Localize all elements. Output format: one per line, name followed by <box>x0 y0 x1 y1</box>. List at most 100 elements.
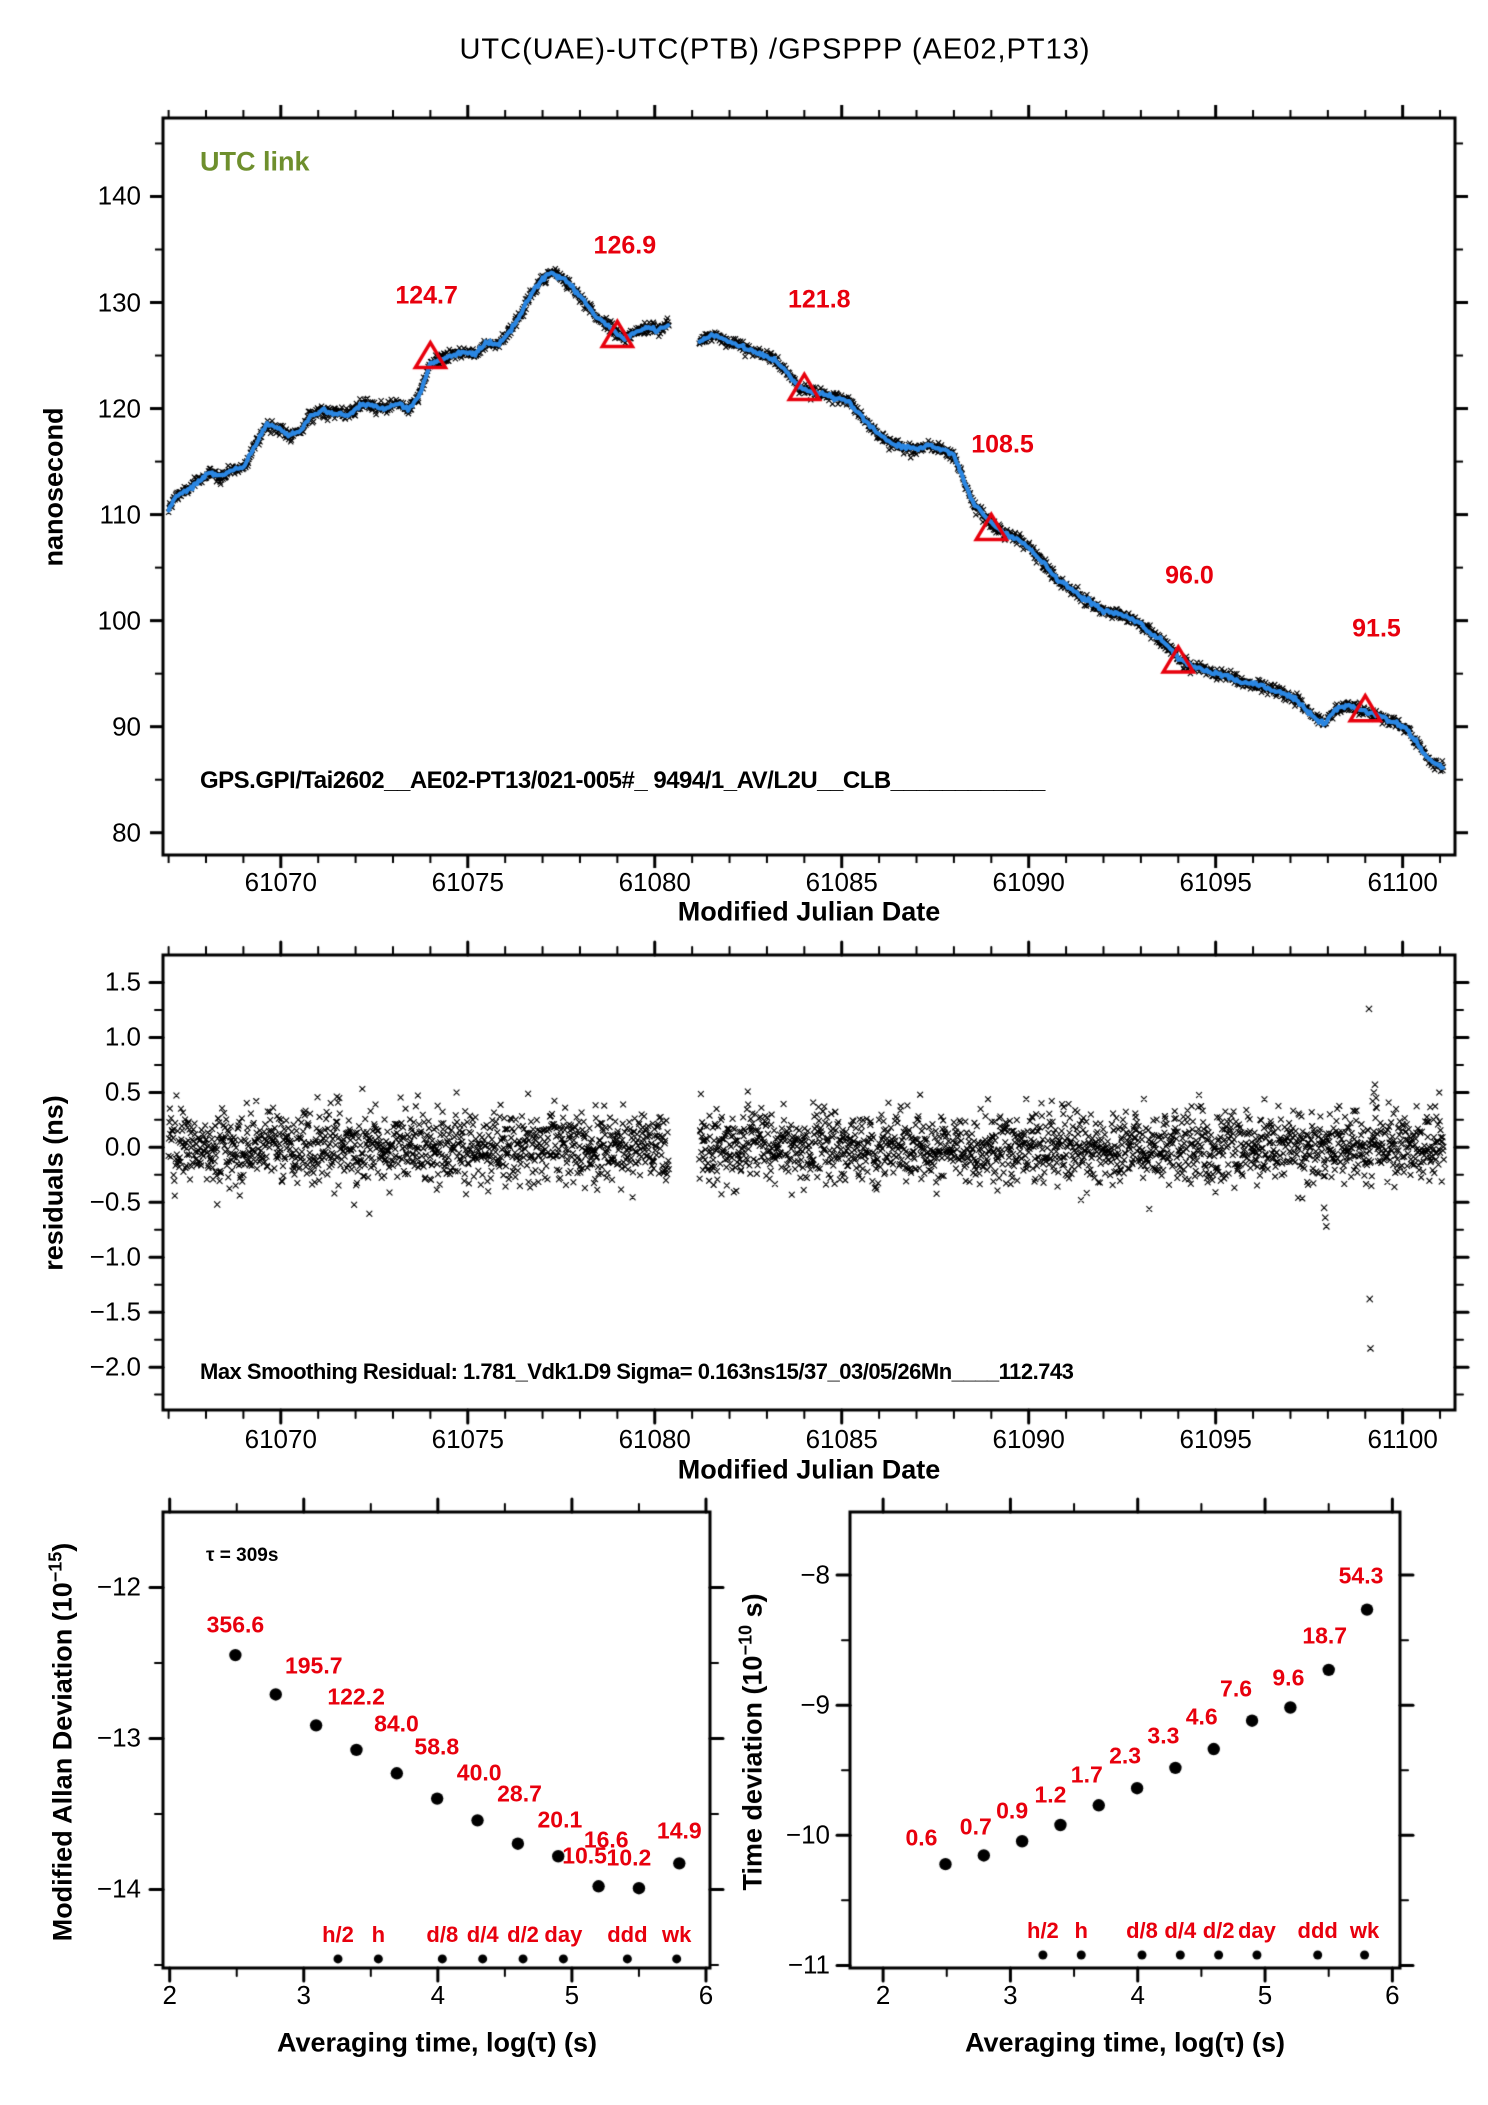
time-marker-label: wk <box>662 1921 692 1947</box>
tdev-point-value-label: 54.3 <box>1338 1562 1384 1589</box>
phase-x-tick-label: 61090 <box>992 867 1065 897</box>
tdev-y-tick-label: −10 <box>785 1819 830 1850</box>
phase-y-axis-label: nanosecond <box>38 407 69 567</box>
phase-x-tick-label: 61075 <box>431 867 504 897</box>
tdev-point-value-label: 2.3 <box>1109 1742 1142 1769</box>
residuals-x-tick-label: 61095 <box>1179 1424 1252 1454</box>
mdev-x-tick-label: 4 <box>430 1980 446 2010</box>
mdev-point-value-label: 28.7 <box>497 1780 542 1807</box>
phase-x-tick-label: 61080 <box>618 867 691 897</box>
residuals-x-tick-label: 61090 <box>992 1424 1065 1454</box>
mdev-y-tick-label: −12 <box>96 1571 141 1602</box>
phase-y-tick-label: 110 <box>99 499 141 530</box>
tdev-x-tick-label: 3 <box>1003 1980 1018 2010</box>
residuals-y-axis-label: residuals (ns) <box>38 1095 69 1271</box>
time-marker-label: h/2 <box>322 1921 354 1947</box>
mdev-point-value-label: 356.6 <box>206 1611 265 1638</box>
time-marker-label: ddd <box>1297 1917 1338 1943</box>
time-marker-label: d/4 <box>1164 1917 1197 1943</box>
phase-y-tick-label: 80 <box>112 817 141 848</box>
residuals-y-tick-label: 1.0 <box>104 1021 141 1052</box>
mdev-x-tick-label: 2 <box>162 1980 177 2010</box>
mdev-point-value-label: 84.0 <box>374 1710 419 1737</box>
mdev-point-value-label: 40.0 <box>456 1759 502 1786</box>
phase-y-tick-label: 90 <box>112 711 141 742</box>
mdev-y-tick-label: −14 <box>96 1873 141 1904</box>
phase-x-axis-label: Modified Julian Date <box>677 896 941 927</box>
residuals-y-tick-label: −0.5 <box>89 1186 141 1217</box>
mdev-x-tick-label: 6 <box>698 1980 714 2010</box>
mdev-x-tick-label: 5 <box>564 1980 580 2010</box>
tdev-point-value-label: 18.7 <box>1302 1622 1348 1649</box>
residuals-y-tick-label: 0.5 <box>104 1076 141 1107</box>
triangle-value-label: 108.5 <box>971 430 1034 459</box>
phase-x-tick-label: 61070 <box>244 867 317 897</box>
time-marker-label: h <box>1074 1917 1088 1943</box>
mdev-point-value-label: 14.9 <box>656 1817 702 1844</box>
mdev-point-value-label: 10.2 <box>606 1844 652 1871</box>
tdev-x-tick-label: 6 <box>1385 1980 1400 2010</box>
tdev-x-tick-label: 2 <box>875 1980 891 2010</box>
residuals-x-tick-label: 61070 <box>244 1424 317 1454</box>
triangle-value-label: 121.8 <box>788 285 851 314</box>
mdev-point-value-label: 20.1 <box>537 1806 583 1833</box>
time-marker-label: d/8 <box>426 1921 459 1947</box>
tdev-x-tick-label: 4 <box>1130 1980 1145 2010</box>
tdev-point-value-label: 0.9 <box>996 1797 1029 1824</box>
time-marker-label: wk <box>1349 1917 1380 1943</box>
mdev-point-value-label: 122.2 <box>327 1683 385 1710</box>
residuals-y-tick-label: 0.0 <box>104 1131 141 1162</box>
tdev-point-value-label: 0.7 <box>959 1813 992 1840</box>
tdev-y-tick-label: −9 <box>800 1689 830 1720</box>
tdev-x-axis-label: Averaging time, log(τ) (s) <box>964 2027 1286 2058</box>
residuals-y-tick-label: −1.5 <box>89 1296 141 1327</box>
triangle-value-label: 124.7 <box>395 281 458 310</box>
phase-y-tick-label: 100 <box>97 605 141 636</box>
tdev-point-value-label: 4.6 <box>1185 1703 1218 1730</box>
mdev-x-axis-label: Averaging time, log(τ) (s) <box>276 2027 598 2058</box>
phase-x-tick-label: 61095 <box>1179 867 1252 897</box>
mdev-y-axis-label-exponent: −15 <box>45 1551 66 1583</box>
time-marker-label: d/2 <box>507 1921 539 1947</box>
time-marker-label: d/8 <box>1126 1917 1158 1943</box>
residuals-x-tick-label: 61075 <box>431 1424 504 1454</box>
tdev-y-axis-label-text: Time deviation (10 <box>737 1655 768 1891</box>
mdev-point-value-label: 58.8 <box>414 1733 460 1760</box>
triangle-value-label: 126.9 <box>593 231 657 260</box>
residuals-x-tick-label: 61080 <box>618 1424 691 1454</box>
mdev-point-value-label: 10.5 <box>562 1842 607 1869</box>
mdev-y-axis-label: Modified Allan Deviation (10−15) <box>46 1543 79 1942</box>
time-marker-label: ddd <box>607 1921 648 1947</box>
residuals-x-tick-label: 61100 <box>1367 1424 1438 1454</box>
mdev-y-axis-label-close: ) <box>47 1542 78 1552</box>
residuals-y-tick-label: 1.5 <box>104 966 141 997</box>
time-marker-label: h/2 <box>1027 1917 1059 1943</box>
figure-title: UTC(UAE)-UTC(PTB) /GPSPPP (AE02,PT13) <box>459 33 1091 66</box>
mdev-point-value-label: 195.7 <box>284 1652 343 1679</box>
tdev-y-tick-label: −11 <box>787 1949 830 1980</box>
mdev-y-tick-label: −13 <box>96 1722 141 1753</box>
tdev-y-axis-label-close: s) <box>737 1593 768 1625</box>
tdev-x-tick-label: 5 <box>1257 1980 1273 2010</box>
time-marker-label: day <box>1237 1917 1276 1943</box>
tdev-point-value-label: 9.6 <box>1272 1664 1305 1690</box>
time-marker-label: h <box>371 1921 386 1947</box>
tdev-point-value-label: 3.3 <box>1147 1722 1180 1749</box>
triangle-value-label: 91.5 <box>1352 614 1401 643</box>
time-marker-label: d/2 <box>1202 1917 1235 1943</box>
tdev-point-value-label: 7.6 <box>1220 1675 1253 1702</box>
tdev-y-axis-label-exponent: −10 <box>735 1624 756 1656</box>
residuals-y-tick-label: −1.0 <box>89 1241 141 1272</box>
tdev-y-tick-label: −8 <box>800 1559 830 1590</box>
mdev-x-tick-label: 3 <box>296 1980 311 2010</box>
utc-link-legend: UTC link <box>200 146 310 177</box>
phase-x-tick-label: 61085 <box>805 867 878 897</box>
phase-y-tick-label: 140 <box>97 180 141 211</box>
mdev-y-axis-label-text: Modified Allan Deviation (10 <box>47 1582 78 1942</box>
phase-x-tick-label: 61100 <box>1367 867 1438 897</box>
tdev-y-axis-label: Time deviation (10−10 s) <box>736 1593 769 1890</box>
residuals-x-tick-label: 61085 <box>805 1424 878 1454</box>
tdev-point-value-label: 0.6 <box>905 1824 938 1851</box>
